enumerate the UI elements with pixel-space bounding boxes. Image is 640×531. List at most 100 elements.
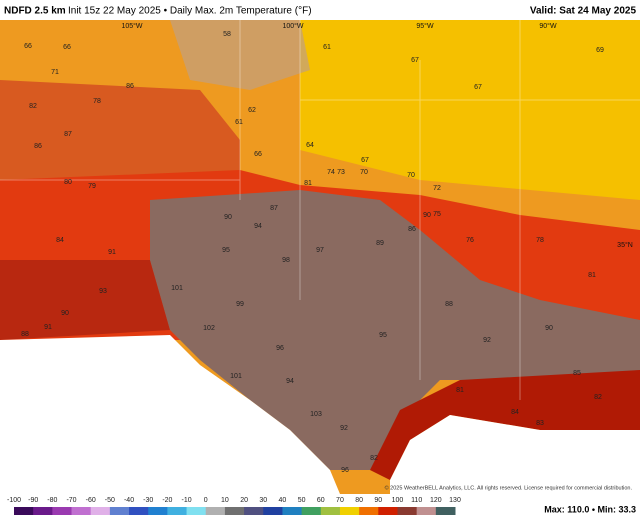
- region: [0, 260, 170, 340]
- temperature: 94: [254, 223, 262, 230]
- temperature: 101: [230, 373, 242, 380]
- colorbar-segment: [71, 507, 92, 515]
- grid-label: 90°W: [539, 22, 557, 30]
- region: [170, 20, 310, 90]
- temperature: 67: [411, 57, 419, 64]
- colorbar-segment: [244, 507, 264, 515]
- colorbar-segment: [416, 507, 437, 515]
- temperature: 64: [306, 142, 314, 149]
- colorbar-segment: [320, 507, 341, 515]
- colorbar-tick: -50: [105, 497, 115, 504]
- colorbar-tick: -30: [143, 497, 153, 504]
- colorbar-segment: [282, 507, 303, 515]
- temperature: 79: [88, 183, 96, 190]
- colorbar-segment: [90, 507, 111, 515]
- colorbar-segment: [378, 507, 398, 515]
- colorbar-segment: [14, 507, 34, 515]
- colorbar-segment: [129, 507, 149, 515]
- temperature: 95: [379, 332, 387, 339]
- copyright: © 2025 WeatherBELL Analytics, LLC. All r…: [385, 484, 633, 491]
- colorbar-tick: -100: [7, 497, 21, 504]
- temperature: 70: [360, 169, 368, 176]
- colorbar-tick: 80: [355, 497, 363, 504]
- colorbar-segment: [109, 507, 130, 515]
- header-bar: [0, 0, 640, 20]
- temperature: 66: [24, 43, 32, 50]
- colorbar-tick: 130: [449, 497, 461, 504]
- temperature: 69: [596, 47, 604, 54]
- colorbar-segment: [224, 507, 245, 515]
- region: [370, 370, 640, 480]
- temperature: 87: [270, 205, 278, 212]
- temperature: 81: [456, 387, 464, 394]
- temperature: 67: [361, 157, 369, 164]
- colorbar-segment: [339, 507, 360, 515]
- colorbar-segment: [52, 507, 73, 515]
- temperature: 80: [64, 179, 72, 186]
- temperature: 101: [171, 285, 183, 292]
- colorbar-segment: [186, 507, 207, 515]
- temperature: 71: [51, 69, 59, 76]
- temperature: 86: [408, 226, 416, 233]
- colorbar-segment: [148, 507, 168, 515]
- temperature: 88: [445, 301, 453, 308]
- grid-label: 35°N: [617, 241, 633, 249]
- colorbar-segment: [397, 507, 418, 515]
- colorbar-tick: 120: [430, 497, 442, 504]
- temperature: 73: [337, 169, 345, 176]
- colorbar-segment: [33, 507, 53, 515]
- temperature: 82: [29, 103, 37, 110]
- valid: Valid: Sat 24 May 2025: [530, 6, 637, 17]
- temperature: 75: [433, 211, 441, 218]
- grid-label: 105°W: [121, 22, 142, 30]
- colorbar-tick: 10: [221, 497, 229, 504]
- colorbar-tick: 0: [204, 497, 208, 504]
- title: Init 15z 22 May 2025 • Daily Max. 2m Tem…: [68, 6, 312, 17]
- colorbar-tick: 90: [374, 497, 382, 504]
- gulf: [390, 415, 640, 494]
- colorbar-tick: -20: [162, 497, 172, 504]
- temperature: 58: [223, 31, 231, 38]
- temperature: 78: [536, 237, 544, 244]
- temperature: 67: [474, 84, 482, 91]
- temperature: 96: [341, 467, 349, 474]
- colorbar-tick: -80: [47, 497, 57, 504]
- temperature: 90: [423, 212, 431, 219]
- grid-label: 100°W: [282, 22, 303, 30]
- stats: Max: 110.0 • Min: 33.3: [544, 504, 636, 514]
- temperature: 92: [340, 425, 348, 432]
- temperature: 89: [376, 240, 384, 247]
- colorbar-segment: [359, 507, 379, 515]
- temperature: 82: [370, 455, 378, 462]
- temperature: 94: [286, 378, 294, 385]
- colorbar-tick: -60: [86, 497, 96, 504]
- temperature: 103: [310, 411, 322, 418]
- temperature: 90: [61, 310, 69, 317]
- temperature: 78: [93, 98, 101, 105]
- colorbar-tick: -70: [66, 497, 76, 504]
- colorbar-tick: 100: [392, 497, 404, 504]
- temperature: 88: [21, 331, 29, 338]
- temperature: 87: [64, 131, 72, 138]
- temperature: 91: [44, 324, 52, 331]
- map: [0, 20, 640, 494]
- temperature: 92: [483, 337, 491, 344]
- temperature: 98: [282, 257, 290, 264]
- colorbar-tick: 20: [240, 497, 248, 504]
- temperature: 66: [254, 151, 262, 158]
- temperature: 61: [235, 119, 243, 126]
- temperature: 91: [108, 249, 116, 256]
- colorbar-segment: [205, 507, 226, 515]
- temperature: 99: [236, 301, 244, 308]
- colorbar-tick: 110: [411, 497, 422, 504]
- temperature: 90: [545, 325, 553, 332]
- temperature: 90: [224, 214, 232, 221]
- temperature: 74: [327, 169, 335, 176]
- colorbar-segment: [435, 507, 456, 515]
- temperature: 84: [56, 237, 64, 244]
- grid-label: 95°W: [416, 22, 434, 30]
- temperature: 83: [536, 420, 544, 427]
- temperature: 86: [34, 143, 42, 150]
- temperature: 95: [222, 247, 230, 254]
